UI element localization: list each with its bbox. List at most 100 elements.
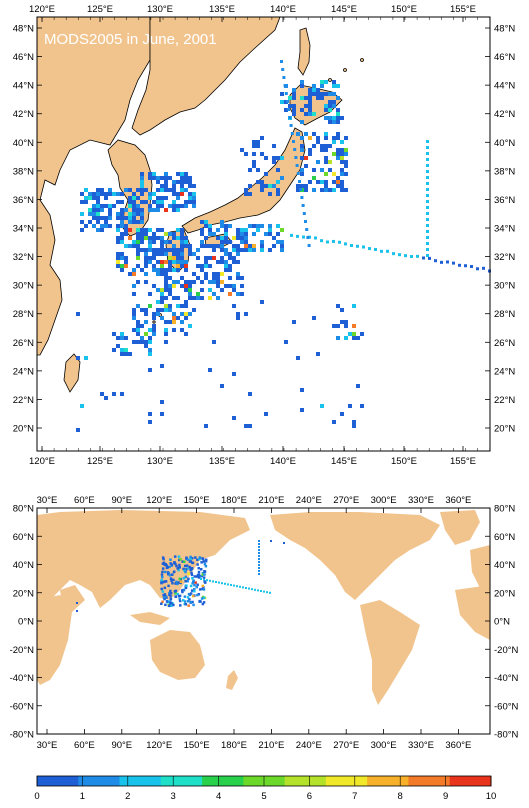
obs-cell [177, 568, 180, 572]
obs-cell [184, 288, 188, 292]
obs-cell [332, 324, 336, 328]
obs-cell [108, 204, 112, 208]
obs-cell [88, 212, 92, 216]
obs-cell [184, 260, 188, 264]
obs-cell [144, 248, 148, 252]
obs-cell [84, 356, 88, 360]
lat-tick-label: 40°N [494, 138, 515, 149]
obs-cell [332, 172, 336, 176]
obs-cell [304, 164, 308, 168]
obs-cell [184, 300, 188, 304]
obs-cell [148, 304, 152, 308]
obs-cell [164, 252, 168, 256]
lat-tick-label: 24°N [494, 366, 515, 377]
obs-cell [340, 308, 344, 312]
obs-cell [236, 244, 240, 248]
colorbar-label: 2 [125, 791, 130, 802]
obs-cell [398, 253, 401, 257]
obs-cell [140, 324, 144, 328]
lat-tick-label: -60°N [494, 701, 519, 712]
obs-cell [212, 580, 214, 583]
obs-cell [88, 220, 92, 224]
obs-cell [260, 240, 264, 244]
obs-cell [132, 284, 136, 288]
obs-cell [312, 92, 316, 96]
obs-cell [188, 200, 192, 204]
obs-cell [344, 324, 348, 328]
obs-cell [272, 244, 276, 248]
obs-cell [184, 568, 188, 571]
lat-tick-label: 30°N [494, 281, 515, 292]
obs-cell [188, 565, 191, 569]
obs-cell [220, 240, 224, 244]
obs-cell [208, 256, 212, 260]
obs-cell [328, 160, 332, 164]
obs-cell [202, 596, 206, 600]
obs-cell [332, 420, 336, 424]
obs-cell [76, 428, 80, 432]
obs-cell [132, 208, 136, 212]
obs-cell [312, 132, 316, 136]
obs-cell [184, 188, 188, 192]
obs-cell [161, 562, 165, 565]
obs-cell [276, 224, 280, 228]
obs-cell [190, 571, 193, 575]
obs-cell [84, 188, 88, 192]
obs-cell [160, 602, 163, 605]
obs-cell [164, 563, 168, 566]
obs-cell [302, 212, 306, 215]
obs-cell [181, 599, 185, 602]
obs-cell [116, 224, 120, 228]
obs-cell [160, 364, 164, 368]
obs-cell [308, 180, 312, 184]
obs-cell [272, 156, 276, 160]
obs-cell [258, 558, 260, 560]
obs-cell [296, 234, 299, 238]
obs-cell [140, 192, 144, 196]
obs-cell [192, 196, 196, 200]
obs-cell [152, 264, 156, 268]
obs-cell [176, 582, 179, 586]
obs-cell [172, 570, 176, 573]
obs-cell [76, 610, 78, 612]
obs-cell [182, 567, 185, 571]
obs-cell [152, 324, 156, 328]
obs-cell [308, 92, 312, 96]
obs-cell [178, 558, 181, 562]
colorbar-label: 7 [352, 791, 357, 802]
obs-cell [172, 603, 175, 607]
obs-cell [136, 196, 140, 200]
obs-cell [144, 260, 148, 264]
obs-cell [258, 552, 260, 554]
obs-cell [320, 80, 324, 84]
obs-cell [176, 252, 180, 256]
obs-cell [248, 392, 252, 396]
obs-cell [136, 264, 140, 268]
obs-cell [176, 196, 180, 200]
obs-cell [128, 272, 132, 276]
obs-cell [426, 230, 429, 233]
obs-cell [100, 188, 104, 192]
obs-cell [136, 204, 140, 208]
obs-cell [228, 292, 232, 296]
obs-cell [204, 564, 208, 568]
obs-cell [92, 192, 96, 196]
obs-cell [160, 316, 164, 320]
obs-cell [264, 232, 268, 236]
lon-tick-label: 135°E [209, 4, 235, 15]
lat-tick-label: 20°N [494, 588, 515, 599]
obs-cell [464, 264, 467, 268]
obs-cell [220, 236, 224, 240]
obs-cell [120, 392, 124, 396]
top-map-frame [36, 16, 491, 452]
obs-cell [148, 204, 152, 208]
obs-cell [189, 568, 192, 571]
obs-cell [190, 567, 194, 570]
obs-cell [178, 577, 182, 581]
obs-cell [336, 116, 340, 120]
obs-cell [256, 224, 260, 228]
obs-cell [188, 312, 192, 316]
obs-cell [184, 280, 188, 284]
obs-cell [332, 84, 336, 88]
obs-cell [156, 268, 160, 272]
